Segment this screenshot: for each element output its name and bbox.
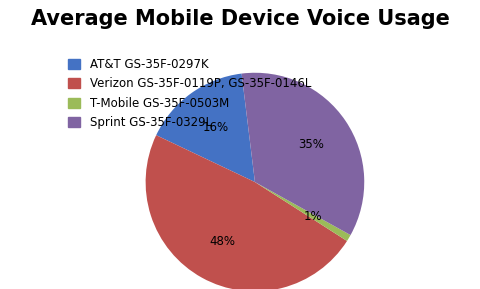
Wedge shape	[241, 73, 363, 235]
Wedge shape	[254, 182, 350, 241]
Legend: AT&T GS-35F-0297K, Verizon GS-35F-0119P, GS-35F-0146L, T-Mobile GS-35F-0503M, Sp: AT&T GS-35F-0297K, Verizon GS-35F-0119P,…	[68, 58, 311, 129]
Text: 35%: 35%	[298, 138, 324, 151]
Text: 16%: 16%	[202, 121, 228, 134]
Wedge shape	[145, 135, 346, 289]
Text: 1%: 1%	[303, 210, 322, 223]
Text: 48%: 48%	[209, 235, 235, 248]
Text: Average Mobile Device Voice Usage: Average Mobile Device Voice Usage	[31, 9, 449, 29]
Wedge shape	[156, 74, 254, 182]
